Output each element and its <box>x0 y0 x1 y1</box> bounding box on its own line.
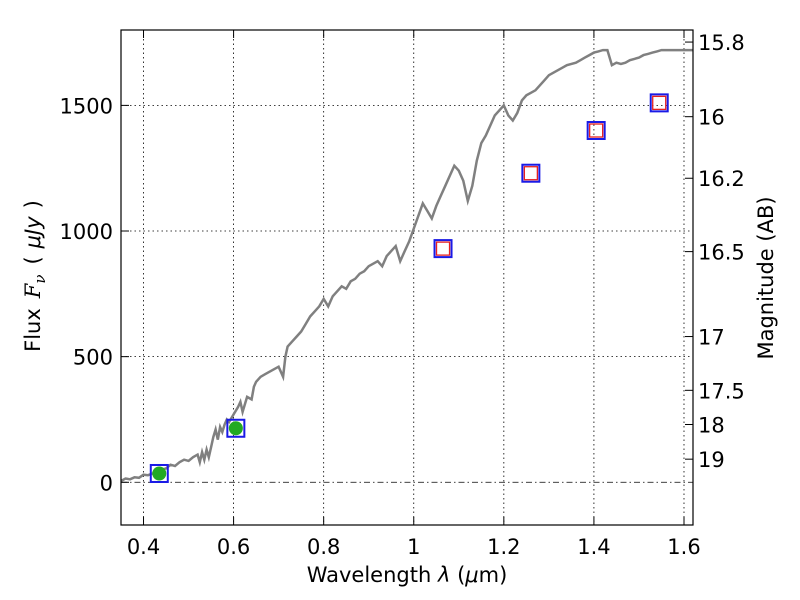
x-tick-label: 0.8 <box>307 535 340 559</box>
x-axis-ticks: 0.4 0.6 0.8 1 1.2 1.4 1.6 <box>127 30 701 559</box>
magnitude-axis-ticks: 15.8 16 16.2 16.5 17 17.5 18 19 <box>685 31 745 472</box>
y-axis-ticks: 0 500 1000 1500 <box>60 94 129 495</box>
y-tick-label: 500 <box>73 346 113 370</box>
y-tick-label: 0 <box>100 471 113 495</box>
magnitude-tick-label: 16 <box>698 106 725 130</box>
photometry-points <box>149 93 669 483</box>
photometry-point-blue <box>433 239 453 259</box>
x-axis-label: Wavelength λ (μm) <box>307 563 508 587</box>
y-tick-label: 1500 <box>60 94 113 118</box>
x-tick-label: 0.6 <box>217 535 250 559</box>
magnitude-tick-label: 16.5 <box>698 241 745 265</box>
photometry-point-green <box>228 421 243 436</box>
photometry-point-red <box>652 95 667 111</box>
photometry-point-blue <box>649 93 669 113</box>
photometry-point-red <box>589 123 604 138</box>
photometry-point-blue <box>586 121 606 141</box>
plot-frame <box>120 29 694 526</box>
model-spectrum-line <box>120 48 693 483</box>
x-tick-label: 1.4 <box>577 535 610 559</box>
magnitude-axis-label: Magnitude (AB) <box>754 196 778 359</box>
grid <box>121 30 693 525</box>
x-tick-label: 1.2 <box>487 535 520 559</box>
x-tick-label: 0.4 <box>127 535 160 559</box>
photometry-point-green <box>152 466 167 481</box>
magnitude-tick-label: 17.5 <box>698 379 745 403</box>
magnitude-tick-label: 17 <box>698 326 725 350</box>
photometry-point-red <box>523 166 539 181</box>
y-tick-label: 1000 <box>60 220 113 244</box>
photometry-point-blue <box>521 163 541 183</box>
magnitude-tick-label: 19 <box>698 448 725 472</box>
plot-background <box>121 30 693 525</box>
magnitude-tick-label: 15.8 <box>698 31 745 55</box>
photometry-point-blue <box>226 418 246 438</box>
x-tick-label: 1 <box>407 535 420 559</box>
photometry-point-red <box>435 241 451 256</box>
magnitude-tick-label: 16.2 <box>698 167 745 191</box>
photometry-point-blue <box>149 463 169 483</box>
x-tick-label: 1.6 <box>667 535 700 559</box>
y-axis-label: FluxFν(μJy) <box>21 200 49 352</box>
magnitude-tick-label: 18 <box>698 413 725 437</box>
